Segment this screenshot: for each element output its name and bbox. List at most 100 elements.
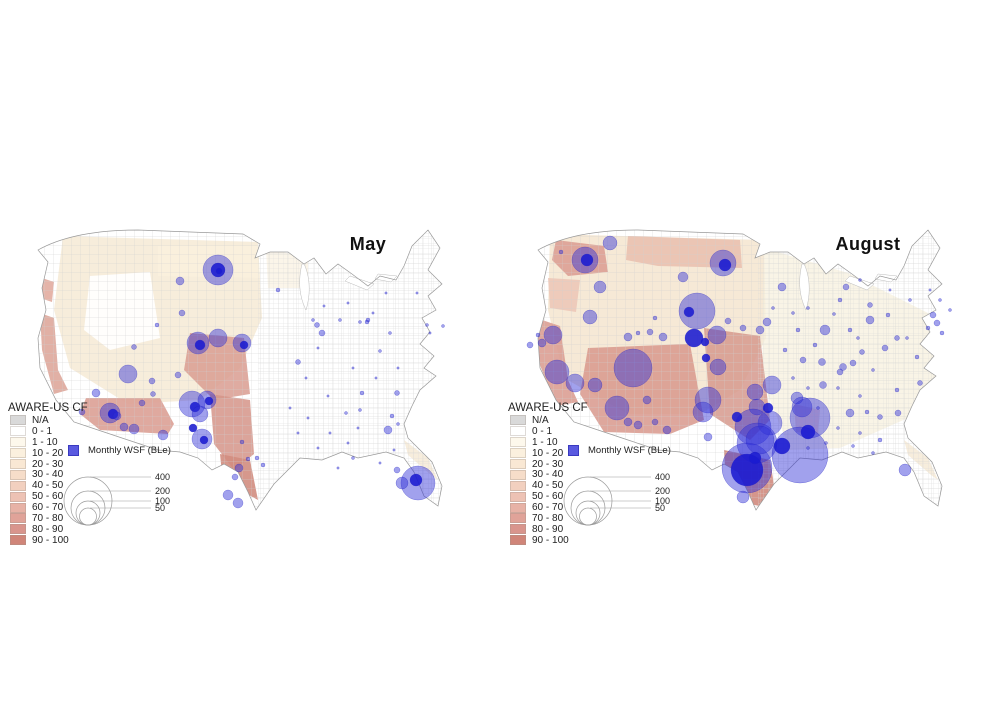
wsf-bubble	[174, 371, 182, 379]
legend-class-swatch	[10, 513, 26, 524]
wsf-bubble	[189, 401, 201, 413]
wsf-bubble	[635, 330, 641, 336]
size-legend-value: 200	[155, 486, 170, 496]
wsf-bubble	[929, 311, 937, 319]
legend-class-swatch	[10, 535, 26, 546]
wsf-bubble	[358, 320, 362, 324]
wsf-bubble	[845, 408, 855, 418]
legend-class-label: 80 - 90	[32, 523, 64, 535]
legend-class-swatch	[510, 491, 526, 502]
wsf-bubble	[304, 376, 308, 380]
legend-class-label: 90 - 100	[32, 534, 69, 546]
bubble-size-legend-label: Monthly WSF (BLe)	[588, 444, 671, 456]
wsf-bubble	[871, 368, 875, 372]
size-legend-value: 100	[155, 496, 170, 506]
wsf-bubble	[587, 377, 603, 393]
wsf-bubble	[847, 327, 853, 333]
bubble-swatch-icon	[68, 444, 79, 456]
wsf-bubble	[409, 473, 423, 487]
wsf-bubble	[215, 267, 223, 275]
legend-class-row: N/A	[508, 415, 618, 426]
wsf-bubble	[388, 331, 392, 335]
wsf-bubble	[199, 435, 209, 445]
wsf-bubble	[832, 312, 836, 316]
wsf-bubble	[623, 332, 633, 342]
size-legend-circle	[579, 507, 597, 526]
wsf-bubble	[734, 408, 772, 446]
wsf-bubble	[748, 451, 762, 465]
wsf-bubble	[849, 359, 857, 367]
wsf-bubble	[535, 332, 541, 338]
wsf-bubble	[812, 342, 818, 348]
wsf-bubble	[425, 323, 429, 327]
bubble-size-legend-header: Monthly WSF (BLe)	[554, 444, 704, 456]
legend-class-row: 1 - 10	[8, 437, 118, 448]
wsf-bubble	[877, 414, 883, 420]
wsf-bubble	[154, 322, 160, 328]
legend-class-swatch	[10, 448, 26, 459]
wsf-bubble	[724, 317, 732, 325]
wsf-bubble	[441, 324, 445, 328]
legend-class-swatch	[10, 502, 26, 513]
legend-class-row: 80 - 90	[508, 524, 618, 535]
wsf-bubble	[204, 396, 214, 406]
legend-class-label: 90 - 100	[532, 534, 569, 546]
wsf-bubble	[188, 423, 198, 433]
legend-class-swatch	[510, 437, 526, 448]
wsf-bubble	[582, 309, 598, 325]
legend-class-label: 1 - 10	[32, 436, 58, 448]
wsf-bubble	[296, 431, 300, 435]
us-outline	[37, 229, 443, 511]
wsf-bubble	[694, 386, 722, 414]
legend-class-label: 1 - 10	[532, 436, 558, 448]
wsf-bubble	[365, 317, 371, 323]
wsf-bubble	[939, 330, 945, 336]
wsf-bubble	[836, 368, 844, 376]
wsf-bubble	[239, 439, 245, 445]
wsf-bubble	[358, 408, 362, 412]
wsf-bubble	[858, 278, 862, 282]
wsf-bubble	[239, 340, 249, 350]
legend-class-row: 20 - 30	[8, 459, 118, 470]
wsf-bubble	[208, 328, 228, 348]
legend-class-label: 50 - 60	[532, 491, 564, 503]
legend-class-swatch	[10, 437, 26, 448]
wsf-bubble	[819, 324, 831, 336]
wsf-bubble	[839, 363, 847, 371]
legend-class-swatch	[510, 513, 526, 524]
wsf-bubble	[565, 373, 585, 393]
wsf-bubble	[806, 446, 810, 450]
legend-class-row: 40 - 50	[8, 480, 118, 491]
wsf-bubble	[800, 424, 816, 440]
wsf-bubble	[558, 249, 564, 255]
wsf-bubble	[395, 476, 409, 490]
wsf-bubble	[91, 388, 101, 398]
wsf-bubble	[396, 366, 400, 370]
wsf-bubble	[908, 298, 912, 302]
wsf-bubble	[898, 463, 912, 477]
wsf-bubble	[580, 253, 594, 267]
size-legend-circle	[575, 500, 601, 526]
wsf-bubble	[383, 425, 393, 435]
wsf-bubble	[773, 437, 791, 455]
wsf-bubble	[933, 319, 941, 327]
wsf-bubble	[316, 346, 320, 350]
size-legend-value: 200	[655, 486, 670, 496]
wsf-bubble	[791, 376, 795, 380]
size-legend-value: 100	[655, 496, 670, 506]
wsf-bubble	[859, 349, 865, 355]
wsf-bubble	[692, 401, 714, 423]
wsf-bubble	[888, 288, 892, 292]
wsf-bubble	[824, 441, 828, 445]
size-legend-value: 50	[155, 503, 165, 513]
wsf-bubble	[914, 354, 920, 360]
legend-class-label: 30 - 40	[32, 469, 64, 481]
wsf-bubble	[851, 444, 855, 448]
wsf-bubble	[867, 302, 873, 308]
wsf-bubble	[194, 339, 206, 351]
choropleth-legend-title: AWARE-US CF	[508, 402, 588, 414]
size-legend-circle	[79, 507, 97, 526]
